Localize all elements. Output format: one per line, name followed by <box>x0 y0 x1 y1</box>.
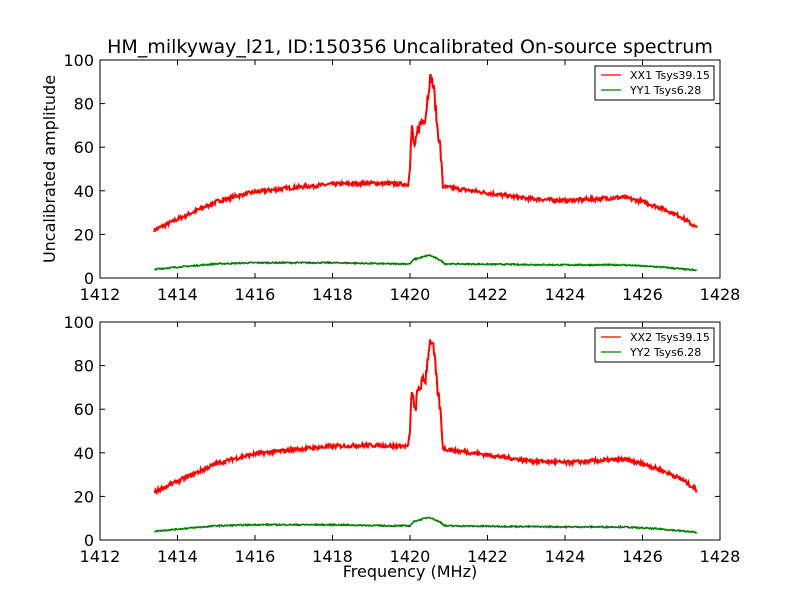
legend-label: YY2 Tsys6.28 <box>629 346 701 359</box>
legend-label: XX2 Tsys39.15 <box>630 331 710 344</box>
y-tick-label: 0 <box>84 531 94 550</box>
legend: XX1 Tsys39.15 YY1 Tsys6.28 <box>594 65 715 101</box>
legend: XX2 Tsys39.15 YY2 Tsys6.28 <box>594 327 715 363</box>
legend-box <box>594 65 715 101</box>
series-line-yy <box>153 254 698 272</box>
panel-1: 1412 1414 1416 1418 1420 1422 1424 1426 1428 0 20 4… <box>40 51 740 304</box>
series-line-xx <box>153 73 698 233</box>
y-tick-label: 40 <box>74 444 94 463</box>
x-tick-label: 1426 <box>622 285 663 304</box>
x-tick-label: 1420 <box>390 547 431 566</box>
x-tick-label: 1424 <box>545 285 586 304</box>
x-tick-label: 1426 <box>622 547 663 566</box>
y-tick-label: 60 <box>74 138 94 157</box>
y-tick-label: 20 <box>74 487 94 506</box>
y-tick-label: 0 <box>84 269 94 288</box>
x-tick-label: 1416 <box>235 547 276 566</box>
x-tick-label: 1428 <box>700 285 741 304</box>
x-tick-label: 1414 <box>157 547 198 566</box>
y-tick-label: 100 <box>63 51 94 70</box>
chart-title: HM_milkyway_l21, ID:150356 Uncalibrated … <box>107 36 713 58</box>
y-tick-label: 60 <box>74 400 94 419</box>
series-line-xx <box>153 339 698 496</box>
series-line-yy <box>154 516 698 534</box>
y-axis-label: Uncalibrated amplitude <box>40 75 59 263</box>
x-tick-label: 1412 <box>80 285 121 304</box>
x-tick-label: 1416 <box>235 285 276 304</box>
y-tick-label: 80 <box>74 357 94 376</box>
x-tick-label: 1428 <box>700 547 741 566</box>
legend-box <box>594 327 715 363</box>
legend-label: XX1 Tsys39.15 <box>630 69 710 82</box>
y-tick-label: 40 <box>74 182 94 201</box>
x-tick-label: 1424 <box>545 547 586 566</box>
x-tick-label: 1414 <box>157 285 198 304</box>
y-tick-label: 20 <box>74 225 94 244</box>
legend-label: YY1 Tsys6.28 <box>629 84 701 97</box>
x-tick-label: 1418 <box>312 285 353 304</box>
y-tick-label: 100 <box>63 313 94 332</box>
x-axis-label: Frequency (MHz) <box>343 562 477 581</box>
x-tick-label: 1418 <box>312 547 353 566</box>
y-tick-label: 80 <box>74 95 94 114</box>
x-tick-label: 1422 <box>467 547 508 566</box>
x-tick-label: 1422 <box>467 285 508 304</box>
x-tick-label: 1420 <box>390 285 431 304</box>
panel-2: 1412 1414 1416 1418 1420 1422 1424 1426 1428 0 20 4… <box>63 313 740 581</box>
x-tick-label: 1412 <box>80 547 121 566</box>
